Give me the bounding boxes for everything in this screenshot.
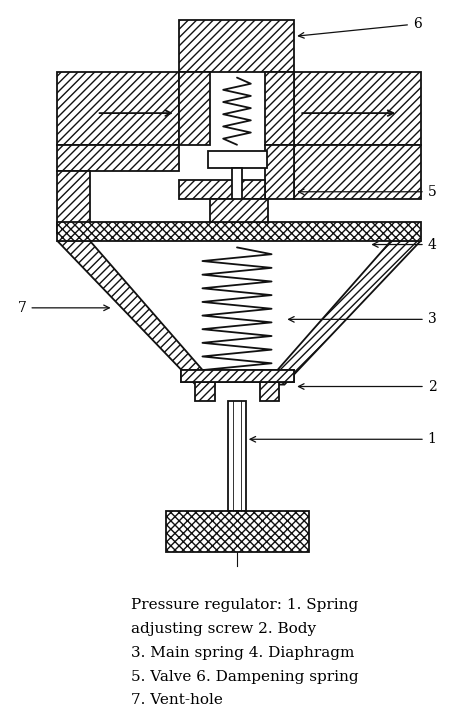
Bar bbox=[228, 401, 246, 511]
Text: 4: 4 bbox=[373, 237, 437, 251]
Bar bbox=[179, 20, 294, 72]
Polygon shape bbox=[264, 241, 421, 384]
Text: 6: 6 bbox=[299, 17, 422, 38]
Bar bbox=[57, 222, 421, 241]
Polygon shape bbox=[57, 241, 215, 384]
Text: 5: 5 bbox=[299, 185, 437, 199]
Text: 3. Main spring 4. Diaphragm: 3. Main spring 4. Diaphragm bbox=[131, 646, 355, 660]
Bar bbox=[179, 72, 210, 144]
Text: 1: 1 bbox=[250, 433, 437, 446]
Text: Pressure regulator: 1. Spring: Pressure regulator: 1. Spring bbox=[131, 598, 358, 612]
Bar bbox=[181, 370, 294, 382]
Bar bbox=[57, 144, 179, 171]
Bar bbox=[57, 171, 90, 233]
Bar bbox=[294, 144, 421, 200]
Text: 5. Valve 6. Dampening spring: 5. Valve 6. Dampening spring bbox=[131, 670, 359, 683]
Bar bbox=[294, 72, 421, 144]
Bar bbox=[210, 200, 268, 222]
Bar bbox=[179, 181, 264, 200]
Bar bbox=[195, 382, 215, 401]
Text: adjusting screw 2. Body: adjusting screw 2. Body bbox=[131, 622, 316, 636]
Text: 7: 7 bbox=[18, 301, 109, 315]
Text: 2: 2 bbox=[299, 379, 437, 394]
Bar bbox=[232, 168, 242, 204]
Text: 3: 3 bbox=[289, 312, 437, 326]
Bar bbox=[57, 72, 179, 144]
Bar bbox=[209, 152, 267, 168]
Text: 7. Vent-hole: 7. Vent-hole bbox=[131, 694, 223, 707]
Bar bbox=[264, 144, 294, 200]
Bar bbox=[166, 511, 309, 552]
Bar bbox=[264, 72, 294, 144]
Bar bbox=[260, 382, 280, 401]
Bar bbox=[181, 370, 294, 382]
